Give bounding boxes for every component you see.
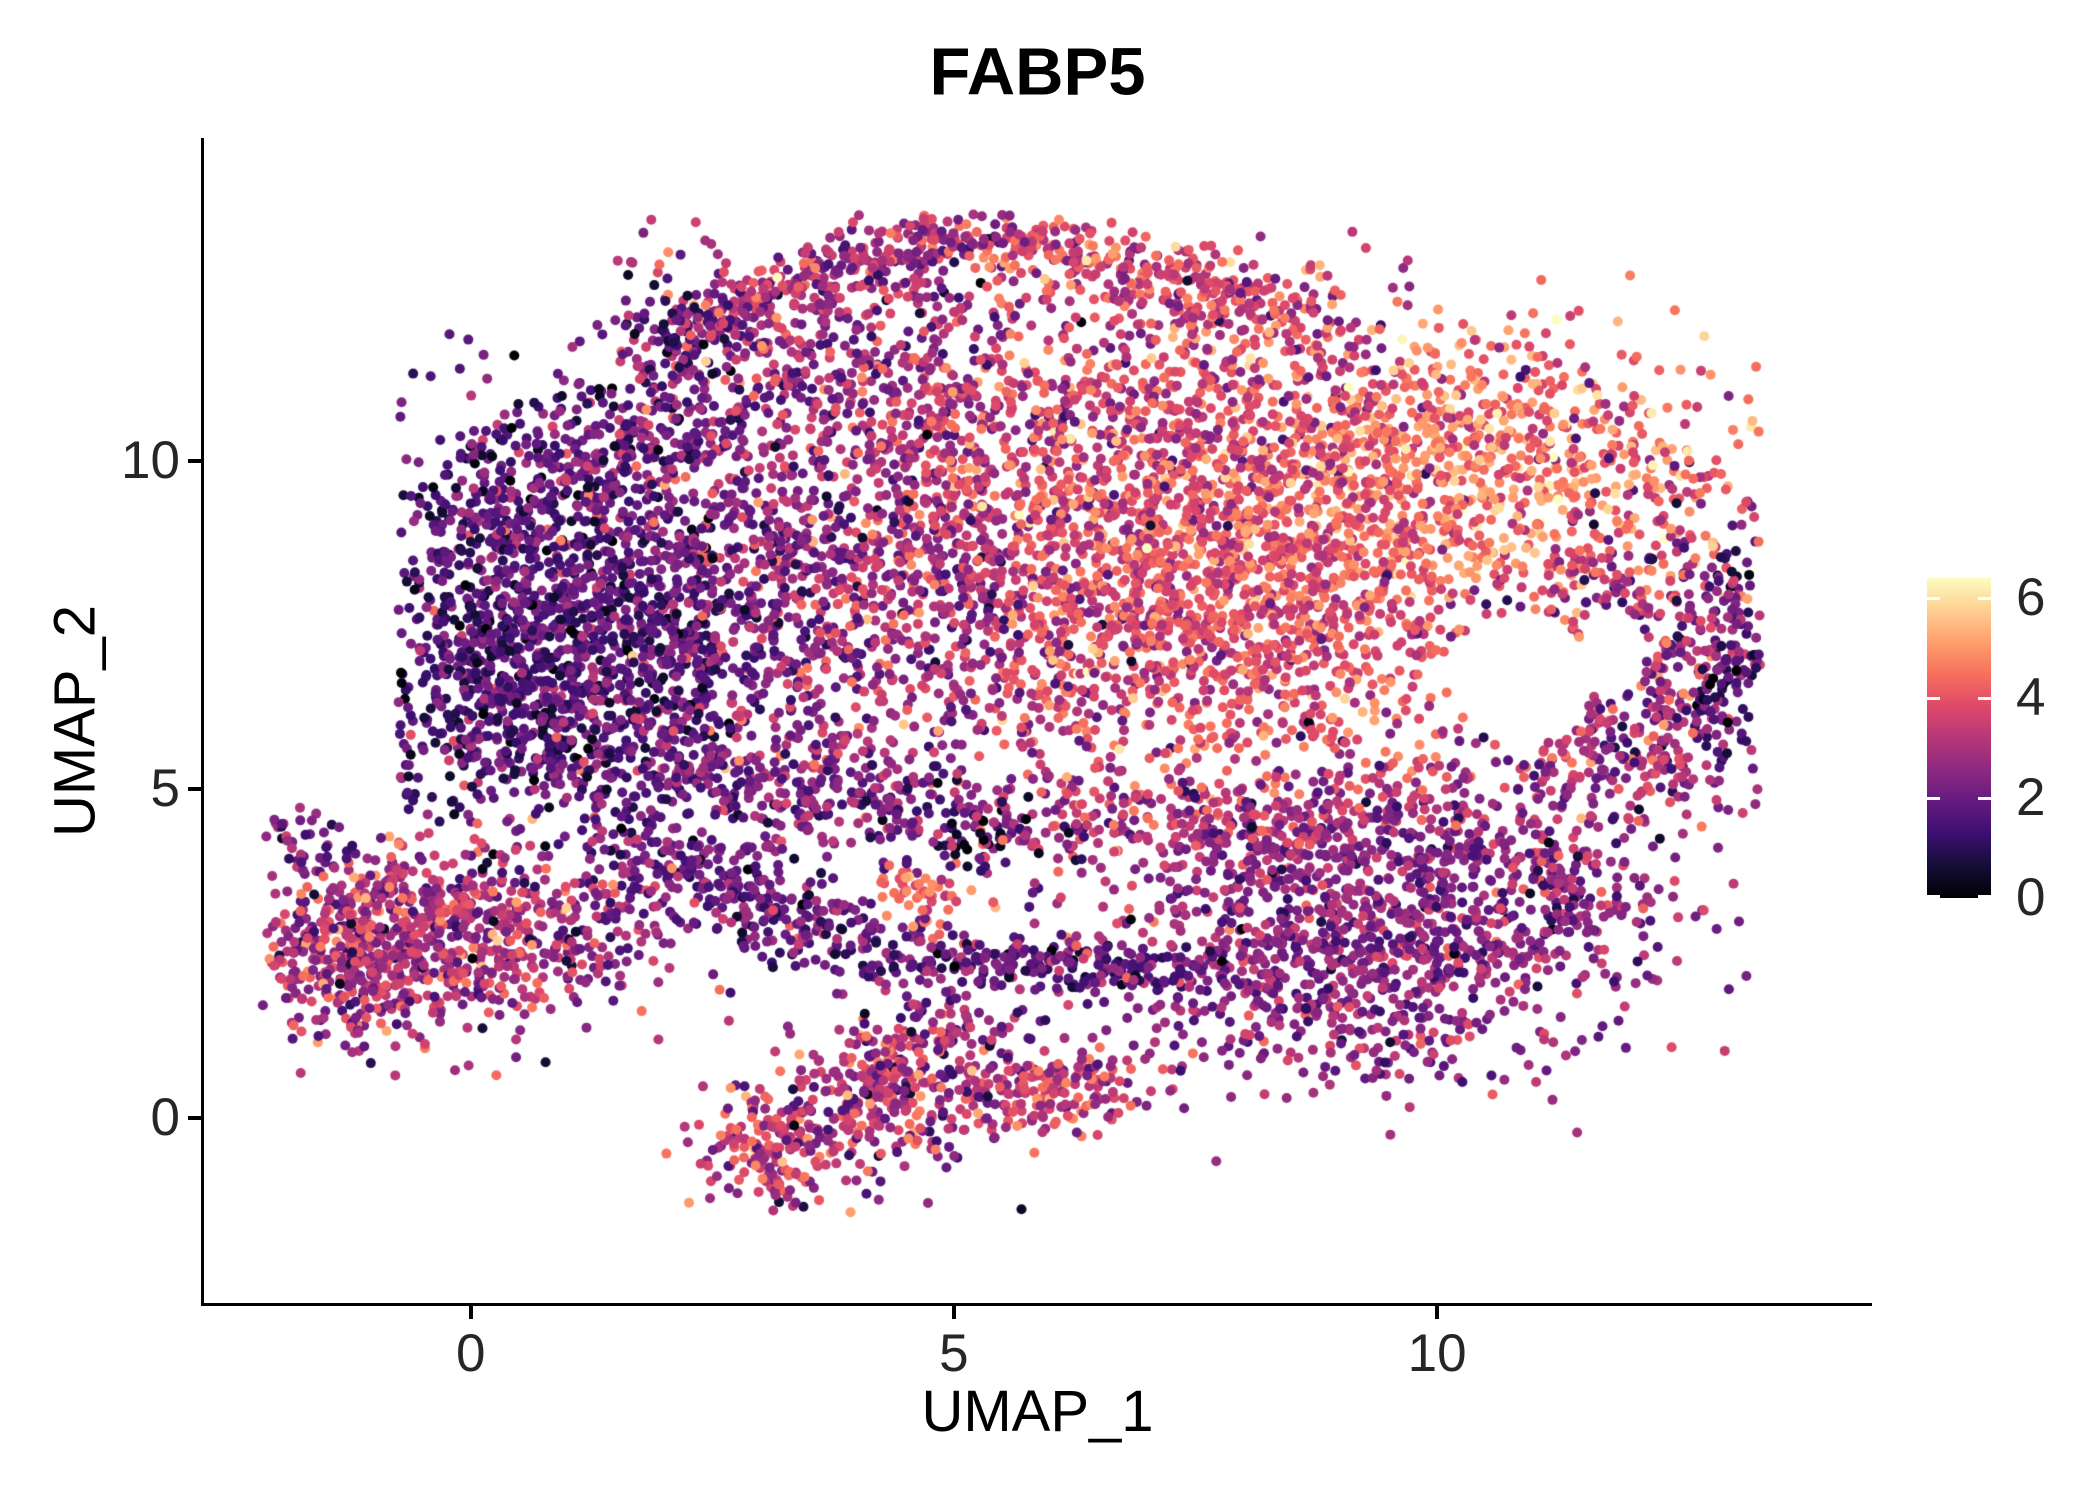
y-axis-tick xyxy=(188,1115,201,1120)
colorbar-tick xyxy=(1927,796,1940,800)
colorbar-label: 6 xyxy=(2016,568,2046,627)
colorbar-label: 0 xyxy=(2016,868,2046,927)
x-axis-tick xyxy=(1435,1306,1440,1319)
x-tick-label: 0 xyxy=(455,1324,486,1383)
colorbar-tick xyxy=(1978,596,1991,600)
colorbar-tick xyxy=(1978,895,1991,898)
y-axis-tick xyxy=(188,458,201,463)
colorbar-tick xyxy=(1927,895,1940,898)
x-axis-title: UMAP_1 xyxy=(921,1379,1154,1444)
colorbar-tick xyxy=(1927,696,1940,700)
colorbar-label: 2 xyxy=(2016,768,2046,827)
y-axis-title: UMAP_2 xyxy=(42,604,108,837)
y-axis-tick xyxy=(188,787,201,792)
colorbar-tick xyxy=(1927,596,1940,600)
colorbar-label: 4 xyxy=(2016,668,2046,727)
y-axis-line xyxy=(201,138,204,1306)
x-axis-tick xyxy=(468,1306,473,1319)
y-tick-label: 0 xyxy=(150,1087,180,1147)
x-tick-label: 5 xyxy=(939,1324,969,1383)
x-axis-tick xyxy=(951,1306,956,1319)
colorbar-gradient xyxy=(1927,578,1991,898)
y-tick-label: 10 xyxy=(121,430,180,490)
x-tick-label: 10 xyxy=(1407,1324,1467,1383)
x-axis-line xyxy=(201,1303,1872,1306)
plot-title: FABP5 xyxy=(929,34,1146,110)
y-tick-label: 5 xyxy=(150,759,180,819)
colorbar-tick xyxy=(1978,796,1991,800)
colorbar-tick xyxy=(1978,696,1991,700)
